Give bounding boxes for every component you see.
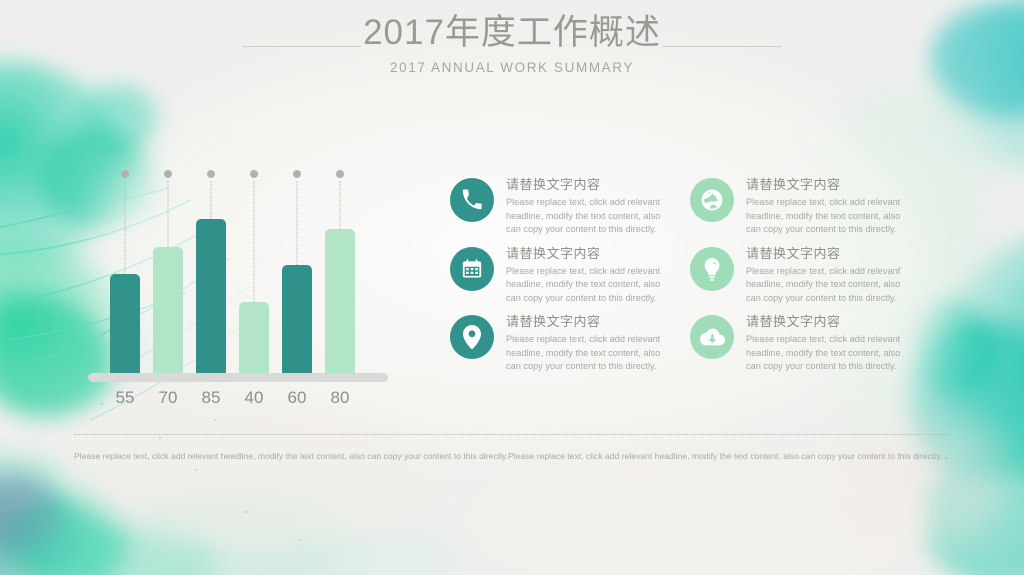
cloud-download-icon[interactable] [690,315,734,359]
chart-bar-stem [124,181,126,274]
chart-bar[interactable] [282,265,312,375]
chart-plot-area [88,170,388,375]
chart-bar-stem [296,181,298,265]
chart-bar[interactable] [196,219,226,375]
lightbulb-icon[interactable] [690,246,734,291]
header-rule-left [243,46,361,47]
feature-item[interactable]: 请替换文字内容 Please replace text, click add re… [450,245,690,306]
feature-body: Please replace text, click add relevant … [506,265,661,303]
footer-divider [74,434,950,435]
feature-item[interactable]: 请替换文字内容 Please replace text, click add re… [450,176,690,237]
feature-text: 请替换文字内容 Please replace text, click add re… [506,176,690,237]
chart-bar-marker-dot [207,170,215,178]
chart-tick-label: 55 [115,388,135,407]
feature-item[interactable]: 请替换文字内容 Please replace text, click add re… [690,313,930,374]
chart-bar-group [239,170,269,375]
header-rule-right [663,46,781,47]
chart-bar-group [282,170,312,375]
chart-bar-marker-dot [121,170,129,178]
feature-heading: 请替换文字内容 [746,245,841,261]
chart-bar-marker-dot [164,170,172,178]
feature-heading: 请替换文字内容 [506,245,601,261]
chart-bar-stem [167,181,169,247]
calendar-icon[interactable] [450,246,494,291]
feature-body: Please replace text, click add relevant … [506,197,661,234]
slide-header: 2017年度工作概述 2017 ANNUAL WORK SUMMARY [0,0,1024,92]
globe-icon[interactable] [690,178,734,222]
feature-text: 请替换文字内容 Please replace text, click add re… [506,245,690,306]
chart-bar[interactable] [153,247,183,375]
chart-bar[interactable] [325,229,355,375]
feature-body: Please replace text, click add relevant … [746,265,901,303]
chart-bar-stem [210,181,212,219]
page-subtitle: 2017 ANNUAL WORK SUMMARY [390,60,634,75]
feature-body: Please replace text, click add relevant … [746,197,901,234]
chart-bar-group [325,170,355,375]
feature-heading: 请替换文字内容 [506,314,601,329]
chart-bar-marker-dot [336,170,344,178]
chart-tick-labels: 55 70 85 40 60 80 [88,388,388,418]
feature-text: 请替换文字内容 Please replace text, click add re… [746,245,930,306]
location-pin-icon[interactable] [450,315,494,359]
chart-bar-group [196,170,226,375]
feature-body: Please replace text, click add relevant … [506,334,661,371]
chart-bar-stem [253,181,255,302]
chart-bar-group [110,170,140,375]
feature-grid: 请替换文字内容 Please replace text, click add re… [450,176,970,382]
chart-tick-label: 60 [287,388,307,407]
feature-text: 请替换文字内容 Please replace text, click add re… [746,176,930,237]
chart-tick-label: 80 [330,388,350,407]
chart-bar[interactable] [239,302,269,375]
chart-bar-marker-dot [293,170,301,178]
feature-row: 请替换文字内容 Please replace text, click add re… [450,176,970,245]
chart-tick-label: 85 [201,388,221,407]
feature-body: Please replace text, click add relevant … [746,334,901,371]
chart-tick-label: 40 [244,388,264,407]
footer-text: Please replace text, click add relevant … [74,451,954,461]
chart-axis-baseline [88,373,388,382]
phone-icon[interactable] [450,178,494,222]
page-title: 2017年度工作概述 [363,13,661,52]
feature-text: 请替换文字内容 Please replace text, click add re… [746,313,930,374]
feature-heading: 请替换文字内容 [746,177,841,192]
feature-item[interactable]: 请替换文字内容 Please replace text, click add re… [690,176,930,237]
feature-row: 请替换文字内容 Please replace text, click add re… [450,313,970,382]
feature-text: 请替换文字内容 Please replace text, click add re… [506,313,690,374]
chart-bar-group [153,170,183,375]
feature-item[interactable]: 请替换文字内容 Please replace text, click add re… [690,245,930,306]
chart-tick-label: 70 [158,388,178,407]
bar-chart: 55 70 85 40 60 80 [88,170,388,410]
chart-bar-marker-dot [250,170,258,178]
feature-item[interactable]: 请替换文字内容 Please replace text, click add re… [450,313,690,374]
chart-bar-stem [339,181,341,229]
chart-bar[interactable] [110,274,140,375]
feature-heading: 请替换文字内容 [746,314,841,329]
feature-row: 请替换文字内容 Please replace text, click add re… [450,245,970,314]
feature-heading: 请替换文字内容 [506,177,601,192]
